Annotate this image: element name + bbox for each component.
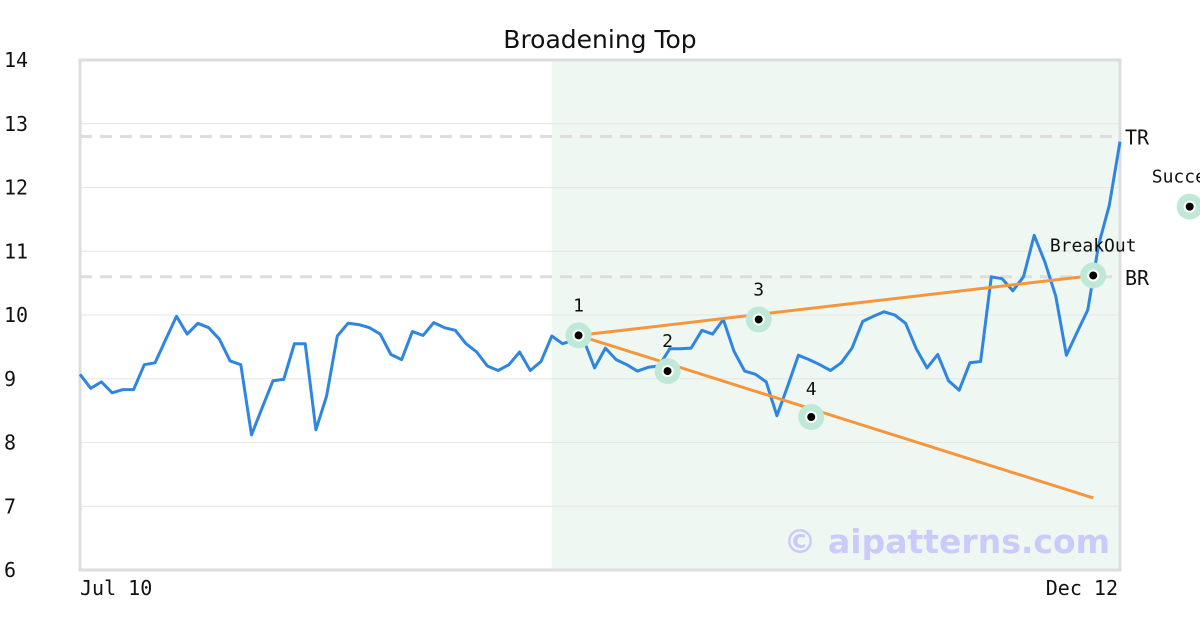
point-dot-3 (754, 315, 763, 324)
point-dot-success (1185, 202, 1194, 211)
y-tick-label-14: 14 (4, 48, 28, 72)
y-tick-label-12: 12 (4, 176, 28, 200)
y-tick-label-6: 6 (4, 558, 16, 582)
level-label-br: BR (1125, 266, 1150, 290)
y-tick-label-11: 11 (4, 239, 28, 263)
x-tick-label-start: Jul 10 (80, 576, 152, 600)
point-dot-breakout (1089, 271, 1098, 280)
y-tick-label-9: 9 (4, 367, 16, 391)
chart-title: Broadening Top (503, 25, 696, 54)
plot-area-border (78, 58, 1122, 572)
y-tick-label-10: 10 (4, 303, 28, 327)
point-dot-2 (663, 367, 672, 376)
point-label-success: Success (1152, 167, 1200, 188)
point-dot-4 (807, 413, 816, 421)
point-label-breakout: BreakOut (1050, 235, 1137, 256)
y-tick-label-13: 13 (4, 112, 28, 136)
y-tick-label-7: 7 (4, 494, 16, 518)
point-label-1: 1 (573, 295, 584, 316)
point-label-2: 2 (662, 331, 673, 352)
point-label-4: 4 (806, 379, 817, 400)
y-tick-label-8: 8 (4, 431, 16, 455)
level-label-tr: TR (1125, 126, 1150, 150)
point-dot-1 (574, 331, 583, 340)
point-label-3: 3 (753, 279, 764, 300)
price-line (78, 141, 1122, 437)
upper-trendline (578, 273, 1094, 337)
x-tick-label-end: Dec 12 (1046, 576, 1118, 600)
watermark: © aipatterns.com (784, 522, 1110, 561)
